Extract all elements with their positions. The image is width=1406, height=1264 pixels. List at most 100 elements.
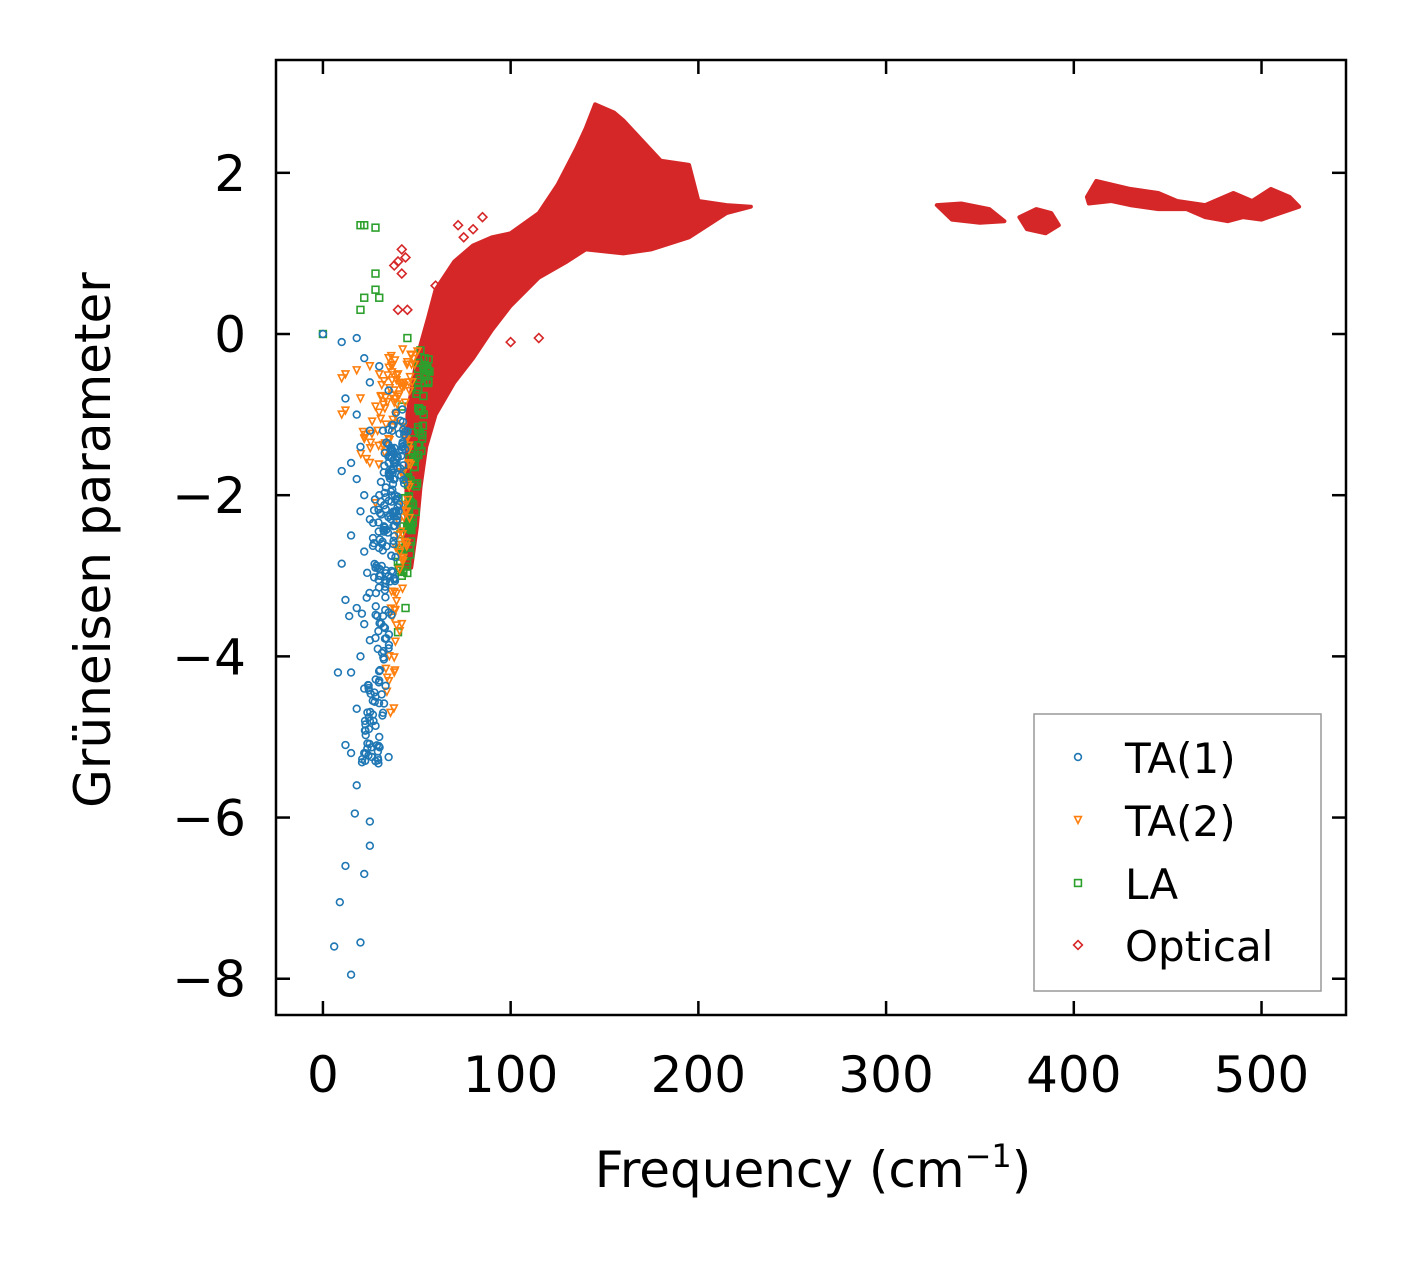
ta1-point <box>384 752 393 762</box>
ta1-point <box>387 426 397 435</box>
ta2-point <box>390 356 400 366</box>
ta1-point <box>345 611 354 621</box>
ta2-point <box>358 427 368 438</box>
ta1-point <box>380 523 390 532</box>
ta1-point <box>375 571 384 580</box>
x-axis-label-main: Frequency (cm <box>595 1141 965 1199</box>
ta1-point <box>374 527 383 536</box>
x-axis-label: Frequency (cm−1) <box>595 1137 1032 1199</box>
ta2-point <box>381 664 391 674</box>
ta1-point <box>337 559 346 568</box>
ta2-point <box>389 704 399 714</box>
ta1-point <box>341 595 350 605</box>
ta1-point <box>377 648 387 658</box>
legend-marker-ta1 <box>1073 752 1083 762</box>
ta1-point <box>386 487 396 496</box>
ta1-point <box>380 448 389 458</box>
legend-marker-la <box>1073 878 1083 888</box>
ta1-point <box>365 378 375 387</box>
ta2-point <box>380 393 391 403</box>
ta1-point <box>381 593 390 602</box>
optical-point <box>505 336 517 348</box>
series-ta1 <box>318 329 412 979</box>
ta1-point <box>379 699 389 708</box>
la-point <box>411 507 420 517</box>
ta1-point <box>335 897 345 907</box>
ta2-point <box>400 398 410 408</box>
ta2-point <box>397 584 408 594</box>
x-axis-label-close: ) <box>1012 1141 1032 1199</box>
ta1-point <box>341 394 350 403</box>
ta2-point <box>385 708 396 718</box>
ta1-point <box>356 442 365 452</box>
ta2-point <box>352 366 362 376</box>
ta1-point <box>365 636 375 645</box>
ta1-point <box>352 781 361 790</box>
ta1-point <box>398 439 407 449</box>
optical-point <box>399 251 412 263</box>
ta1-point <box>389 536 398 546</box>
ta1-point <box>374 575 383 585</box>
x-tick-label: 300 <box>838 1046 933 1104</box>
ta1-point <box>371 563 380 572</box>
ta2-point <box>383 353 394 364</box>
ta2-point <box>355 394 366 404</box>
la-point <box>401 603 410 613</box>
ta2-point <box>370 402 381 412</box>
optical-point <box>476 211 489 223</box>
ta1-point <box>378 546 387 555</box>
ta2-point <box>387 376 397 386</box>
ta1-point <box>378 611 388 621</box>
ta2-point <box>382 673 392 683</box>
data-layer <box>318 102 1302 979</box>
ta1-point <box>375 676 384 685</box>
ta1-point <box>375 362 384 371</box>
ta1-point <box>361 726 370 735</box>
ta1-point <box>360 353 369 363</box>
y-tick-label: 0 <box>214 306 246 364</box>
ta1-point <box>374 741 383 751</box>
ta1-point <box>386 444 395 453</box>
ta1-point <box>379 468 388 477</box>
ta2-point <box>398 345 408 355</box>
ta1-point <box>360 716 370 726</box>
optical-point <box>533 332 545 344</box>
ta2-point <box>397 619 407 630</box>
ta2-point <box>389 668 399 678</box>
ta1-point <box>384 640 394 650</box>
ta1-point <box>375 619 384 628</box>
ta1-point <box>387 566 396 576</box>
ta1-point <box>371 602 380 611</box>
ta2-point <box>391 596 402 607</box>
la-point <box>419 410 428 419</box>
la-point <box>356 305 365 315</box>
ta1-point <box>352 603 361 613</box>
ta2-point <box>403 495 413 506</box>
ta1-point <box>346 970 356 979</box>
ta1-point <box>375 732 384 742</box>
ta1-point <box>362 568 372 578</box>
optical-point <box>458 231 470 243</box>
ta2-point <box>340 370 351 380</box>
ta1-point <box>390 531 399 541</box>
ta1-point <box>384 425 393 434</box>
ta2-point <box>386 361 397 371</box>
ta1-point <box>395 429 404 438</box>
ta1-point <box>357 758 367 767</box>
ta1-point <box>365 515 375 524</box>
la-point <box>412 479 422 488</box>
ta2-point <box>405 372 415 383</box>
ta1-point <box>370 697 379 707</box>
x-tick-label: 500 <box>1214 1046 1309 1104</box>
ta1-point <box>368 541 378 551</box>
ta1-point <box>360 547 369 556</box>
ta1-point <box>375 508 385 518</box>
la-point <box>414 425 423 434</box>
ta1-point <box>391 408 401 417</box>
legend-label-ta1: TA(1) <box>1124 734 1236 783</box>
ta2-point <box>399 502 409 513</box>
ta2-point <box>404 513 415 524</box>
ta2-point <box>404 482 414 493</box>
x-tick-label: 200 <box>651 1046 746 1104</box>
la-point <box>371 285 380 294</box>
